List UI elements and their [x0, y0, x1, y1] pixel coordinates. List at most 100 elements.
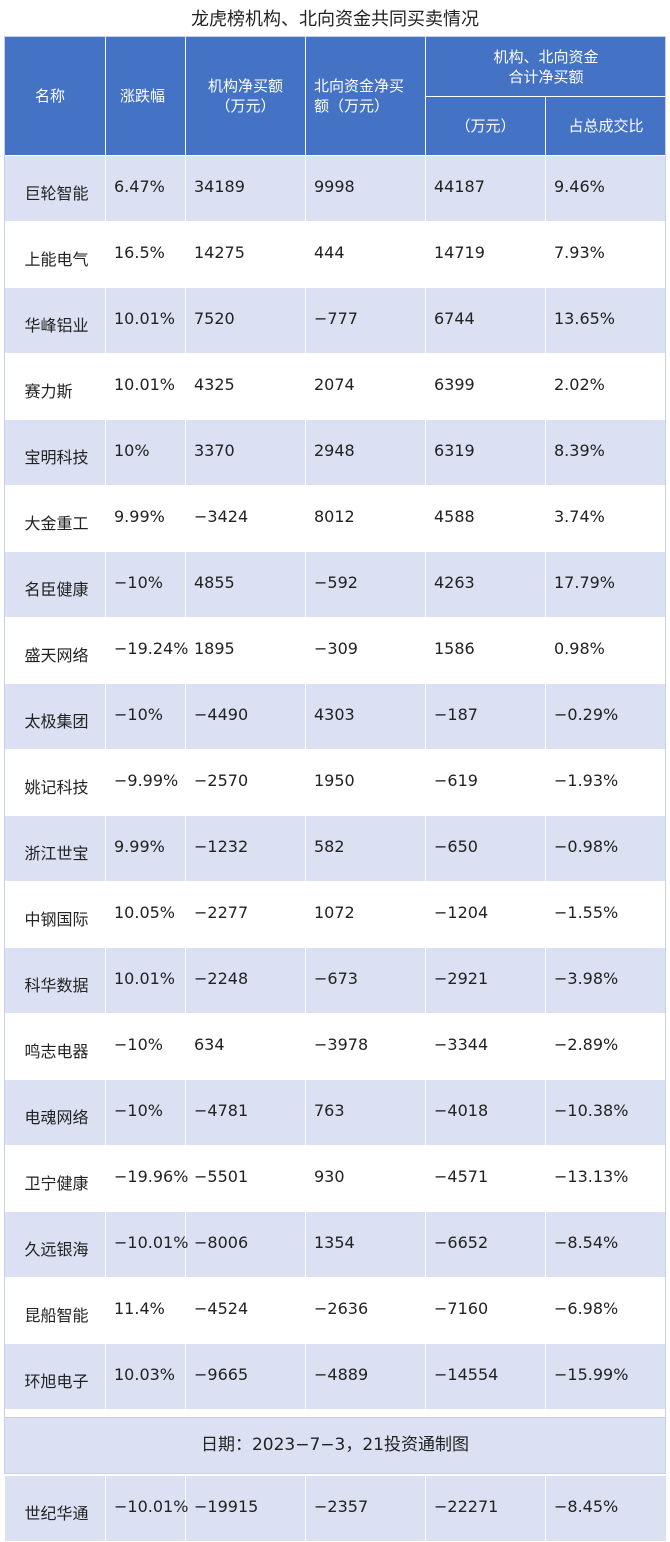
table-body: 巨轮智能 6.47% 34189 9998 44187 9.46% 上能电气 16.5% 142…: [4, 155, 668, 1542]
cell-inst-net: 4325: [185, 353, 306, 420]
cell-inst-net: 34189: [185, 155, 306, 222]
cell-inst-net: 3370: [185, 419, 306, 486]
cell-ratio: −0.98%: [545, 815, 668, 882]
cell-north-net: 763: [305, 1079, 426, 1146]
cell-name: 久远银海: [4, 1211, 106, 1278]
cell-name: 巨轮智能: [4, 155, 106, 222]
page: 龙虎榜机构、北向资金共同买卖情况 名称 涨跌幅 机构净买额 （万元） 北向资金净…: [4, 9, 668, 1542]
cell-change: 11.4%: [105, 1277, 186, 1344]
table-row: 电魂网络 −10% −4781 763 −4018 −10.38%: [4, 1079, 668, 1146]
cell-combined-net: 6399: [425, 353, 546, 420]
cell-inst-net: −4524: [185, 1277, 306, 1344]
table-row: 昆船智能 11.4% −4524 −2636 −7160 −6.98%: [4, 1277, 668, 1344]
cell-ratio: −2.89%: [545, 1013, 668, 1080]
cell-combined-net: 14719: [425, 221, 546, 288]
cell-ratio: 3.74%: [545, 485, 668, 552]
cell-inst-net: 14275: [185, 221, 306, 288]
cell-name: 浙江世宝: [4, 815, 106, 882]
cell-inst-net: −4490: [185, 683, 306, 750]
cell-north-net: −3978: [305, 1013, 426, 1080]
header-north-net: 北向资金净买 额（万元）: [305, 36, 426, 156]
table-row: 姚记科技 −9.99% −2570 1950 −619 −1.93%: [4, 749, 668, 816]
cell-ratio: 0.98%: [545, 617, 668, 684]
cell-change: −19.96%: [105, 1145, 188, 1212]
cell-combined-net: −4571: [425, 1145, 546, 1212]
cell-inst-net: 7520: [185, 287, 306, 354]
header-combined-line1: 机构、北向资金: [493, 47, 599, 66]
cell-change: 10.01%: [105, 353, 186, 420]
table-row: 浙江世宝 9.99% −1232 582 −650 −0.98%: [4, 815, 668, 882]
cell-north-net: −4889: [305, 1343, 426, 1410]
cell-change: −10.01%: [105, 1475, 188, 1542]
table-row: 卫宁健康 −19.96% −5501 930 −4571 −13.13%: [4, 1145, 668, 1212]
cell-change: 10%: [105, 419, 186, 486]
table-row: 太极集团 −10% −4490 4303 −187 −0.29%: [4, 683, 668, 750]
cell-change: −10%: [105, 1079, 186, 1146]
cell-ratio: −6.98%: [545, 1277, 668, 1344]
footer-caption: 日期：2023−7−3，21投资通制图: [4, 1417, 666, 1474]
cell-ratio: −1.55%: [545, 881, 668, 948]
cell-inst-net: −8006: [185, 1211, 306, 1278]
cell-inst-net: −1232: [185, 815, 306, 882]
cell-north-net: 2948: [305, 419, 426, 486]
cell-change: −10%: [105, 1013, 186, 1080]
cell-name: 科华数据: [4, 947, 106, 1014]
table-row: 盛天网络 −19.24% 1895 −309 1586 0.98%: [4, 617, 668, 684]
cell-combined-net: 4263: [425, 551, 546, 618]
cell-change: −9.99%: [105, 749, 186, 816]
table-row: 巨轮智能 6.47% 34189 9998 44187 9.46%: [4, 155, 668, 222]
table-row: 科华数据 10.01% −2248 −673 −2921 −3.98%: [4, 947, 668, 1014]
cell-change: −10.01%: [105, 1211, 188, 1278]
cell-combined-net: −6652: [425, 1211, 546, 1278]
cell-combined-net: −650: [425, 815, 546, 882]
cell-north-net: −2636: [305, 1277, 426, 1344]
cell-ratio: 17.79%: [545, 551, 668, 618]
cell-north-net: 2074: [305, 353, 426, 420]
header-north-net-line2: 额（万元）: [314, 97, 390, 115]
cell-change: −19.24%: [105, 617, 188, 684]
cell-inst-net: 4855: [185, 551, 306, 618]
cell-combined-net: −2921: [425, 947, 546, 1014]
cell-north-net: 4303: [305, 683, 426, 750]
table-row: 名臣健康 −10% 4855 −592 4263 17.79%: [4, 551, 668, 618]
cell-combined-net: −4018: [425, 1079, 546, 1146]
table-row: 环旭电子 10.03% −9665 −4889 −14554 −15.99%: [4, 1343, 668, 1410]
cell-inst-net: −3424: [185, 485, 306, 552]
cell-name: 世纪华通: [4, 1475, 106, 1542]
cell-change: 16.5%: [105, 221, 186, 288]
table-row: 久远银海 −10.01% −8006 1354 −6652 −8.54%: [4, 1211, 668, 1278]
cell-change: 10.01%: [105, 947, 186, 1014]
table-row: 中钢国际 10.05% −2277 1072 −1204 −1.55%: [4, 881, 668, 948]
header-combined: 机构、北向资金 合计净买额: [424, 36, 668, 97]
cell-north-net: 582: [305, 815, 426, 882]
cell-ratio: 7.93%: [545, 221, 668, 288]
cell-name: 名臣健康: [4, 551, 106, 618]
cell-name: 赛力斯: [4, 353, 106, 420]
header-combined-line2: 合计净买额: [508, 67, 584, 86]
cell-ratio: 8.39%: [545, 419, 668, 486]
table-row: 上能电气 16.5% 14275 444 14719 7.93%: [4, 221, 668, 288]
cell-name: 宝明科技: [4, 419, 106, 486]
header-inst-net-line1: 机构净买额: [207, 77, 283, 95]
cell-inst-net: −5501: [185, 1145, 306, 1212]
cell-name: 环旭电子: [4, 1343, 106, 1410]
cell-change: 9.99%: [105, 485, 186, 552]
cell-combined-net: −187: [425, 683, 546, 750]
cell-north-net: −309: [305, 617, 426, 684]
header-inst-net-line2: （万元）: [215, 97, 276, 115]
cell-north-net: 1072: [305, 881, 426, 948]
cell-combined-net: −619: [425, 749, 546, 816]
cell-inst-net: −19915: [185, 1475, 306, 1542]
cell-inst-net: 634: [185, 1013, 306, 1080]
table-row: 世纪华通 −10.01% −19915 −2357 −22271 −8.45%: [4, 1475, 668, 1542]
cell-inst-net: −9665: [185, 1343, 306, 1410]
cell-ratio: −8.45%: [545, 1475, 668, 1542]
cell-change: 10.01%: [105, 287, 186, 354]
cell-ratio: 2.02%: [545, 353, 668, 420]
cell-north-net: 1354: [305, 1211, 426, 1278]
cell-inst-net: −4781: [185, 1079, 306, 1146]
header-inst-net: 机构净买额 （万元）: [185, 36, 306, 156]
cell-north-net: −592: [305, 551, 426, 618]
header-name: 名称: [4, 36, 106, 156]
cell-combined-net: −7160: [425, 1277, 546, 1344]
